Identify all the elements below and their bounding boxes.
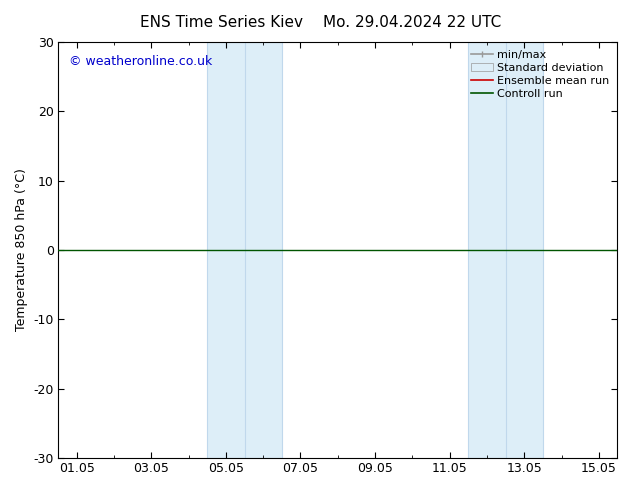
Y-axis label: Temperature 850 hPa (°C): Temperature 850 hPa (°C) <box>15 169 28 331</box>
Text: © weatheronline.co.uk: © weatheronline.co.uk <box>69 54 212 68</box>
Text: Mo. 29.04.2024 22 UTC: Mo. 29.04.2024 22 UTC <box>323 15 501 30</box>
Bar <box>245 42 282 458</box>
Bar <box>207 42 245 458</box>
Legend: min/max, Standard deviation, Ensemble mean run, Controll run: min/max, Standard deviation, Ensemble me… <box>469 48 612 101</box>
Bar <box>505 42 543 458</box>
Text: ENS Time Series Kiev: ENS Time Series Kiev <box>140 15 304 30</box>
Bar <box>469 42 505 458</box>
